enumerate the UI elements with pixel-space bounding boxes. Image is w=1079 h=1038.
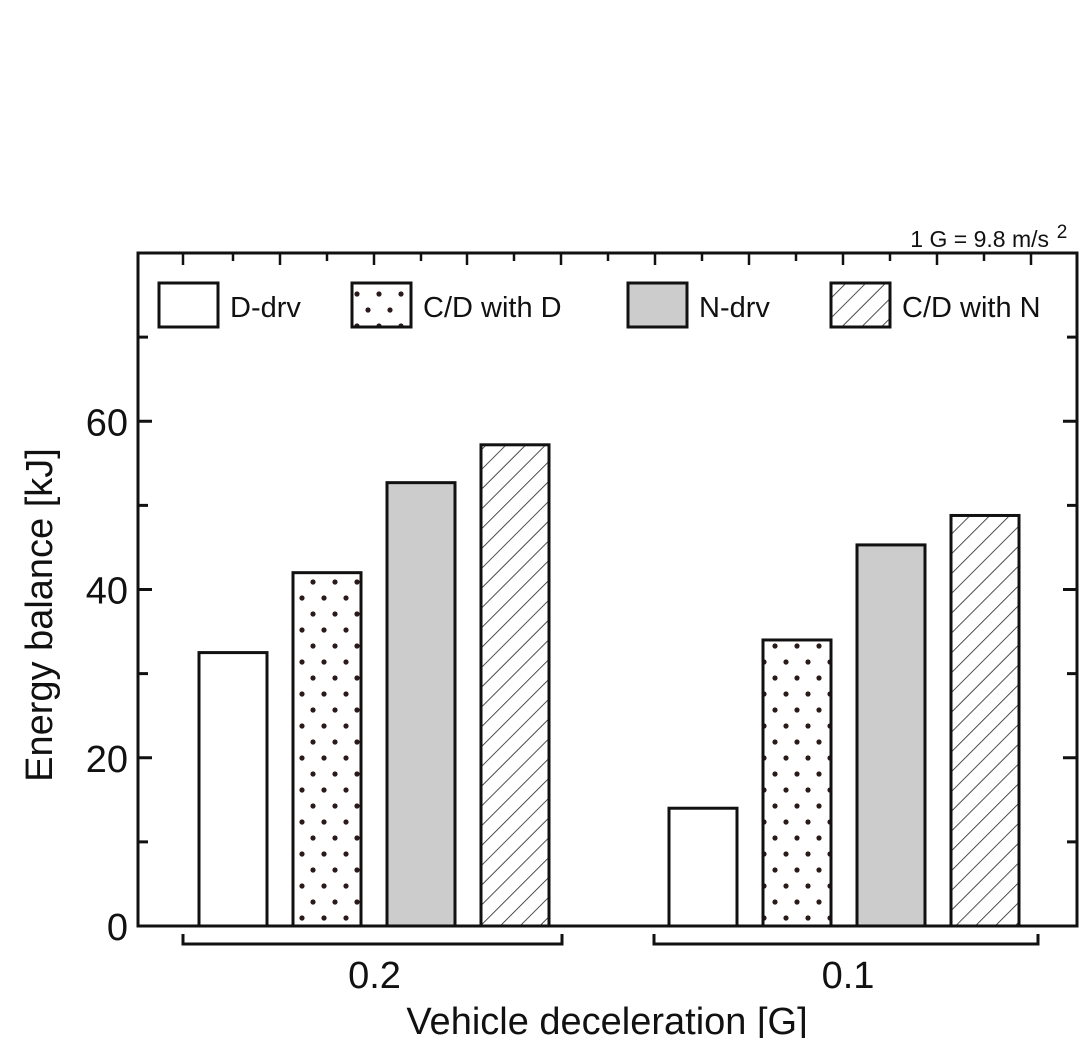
- bar-c-d-with-n-0-1: [949, 513, 1021, 928]
- bars-group: [197, 443, 1021, 928]
- category-bracket: [181, 934, 564, 946]
- bar-d-drv-0-2: [197, 651, 269, 928]
- axis-ticks: 0 20 40 60: [86, 251, 1077, 949]
- y-tick-label: 0: [107, 907, 128, 949]
- legend-swatch-c-d-with-d: [350, 281, 413, 329]
- x-tick-label: 0.2: [348, 955, 401, 997]
- legend-label-c-d-with-d: C/D with D: [423, 292, 562, 324]
- legend: D-drv C/D with D N-drv C/D with N: [157, 281, 1041, 329]
- x-axis-label: Vehicle deceleration [G]: [406, 1001, 807, 1038]
- y-tick-label: 60: [86, 402, 128, 444]
- legend-label-c-d-with-n: C/D with N: [902, 292, 1041, 324]
- bar-c-d-with-d-0-1: [761, 638, 833, 928]
- legend-swatch-d-drv: [157, 281, 220, 329]
- legend-swatch-n-drv: [626, 281, 689, 329]
- category-brackets: 0.2 0.1: [181, 934, 1040, 997]
- y-tick-label: 20: [86, 739, 128, 781]
- y-tick-label: 40: [86, 571, 128, 613]
- bar-c-d-with-d-0-2: [291, 571, 363, 928]
- unit-note-superscript: 2: [1057, 222, 1068, 243]
- bar-n-drv-0-1: [855, 543, 927, 928]
- y-axis-label: Energy balance [kJ]: [19, 448, 61, 782]
- bar-n-drv-0-2: [385, 481, 457, 928]
- plot-frame: [136, 251, 1079, 928]
- category-bracket: [652, 934, 1040, 946]
- unit-note: 1 G = 9.8 m/s: [910, 226, 1049, 252]
- legend-label-n-drv: N-drv: [699, 292, 770, 324]
- legend-label-d-drv: D-drv: [230, 292, 301, 324]
- legend-swatch-c-d-with-n: [829, 281, 892, 329]
- x-tick-label: 0.1: [822, 955, 875, 997]
- bar-c-d-with-n-0-2: [479, 443, 551, 928]
- bar-d-drv-0-1: [667, 806, 739, 928]
